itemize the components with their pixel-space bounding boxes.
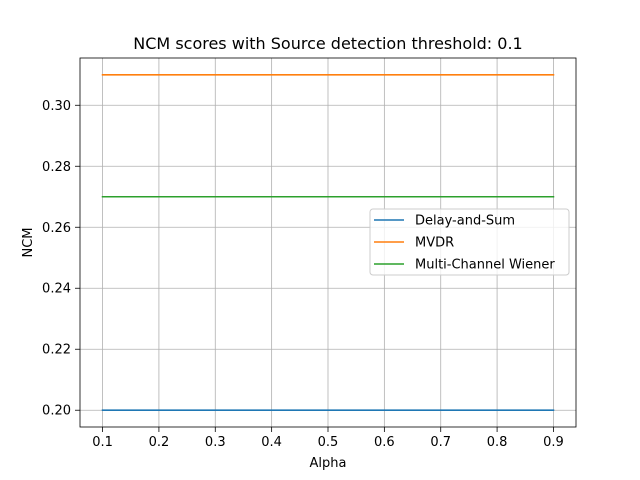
legend-label: MVDR	[415, 236, 454, 251]
legend: Delay-and-Sum MVDR Multi-Channel Wiener	[369, 208, 570, 276]
y-tick-label: 0.26	[42, 221, 71, 236]
x-tick-label: 0.8	[487, 435, 508, 450]
x-axis-ticks: 0.1 0.2 0.3 0.4 0.5 0.6 0.7 0.8 0.9	[92, 427, 564, 450]
legend-label: Delay-and-Sum	[415, 214, 515, 229]
y-tick-label: 0.30	[42, 99, 71, 114]
y-tick-label: 0.22	[42, 343, 71, 358]
x-tick-label: 0.6	[374, 435, 395, 450]
series-lines	[101, 73, 555, 412]
legend-label: Multi-Channel Wiener	[415, 258, 555, 273]
y-axis-ticks: 0.20 0.22 0.24 0.26 0.28 0.30	[42, 99, 80, 419]
x-tick-label: 0.3	[205, 435, 226, 450]
x-tick-label: 0.1	[92, 435, 113, 450]
x-tick-label: 0.5	[318, 435, 339, 450]
x-tick-label: 0.2	[149, 435, 170, 450]
legend-entries: Delay-and-Sum MVDR Multi-Channel Wiener	[374, 214, 555, 273]
x-axis-label: Alpha	[310, 456, 347, 471]
x-tick-label: 0.4	[261, 435, 282, 450]
x-tick-label: 0.7	[430, 435, 451, 450]
chart-title: NCM scores with Source detection thresho…	[133, 34, 522, 53]
y-tick-label: 0.20	[42, 404, 71, 419]
y-tick-label: 0.24	[42, 282, 71, 297]
legend-box	[369, 208, 570, 276]
x-tick-label: 0.9	[543, 435, 564, 450]
y-tick-label: 0.28	[42, 160, 71, 175]
y-axis-label: NCM	[21, 227, 36, 257]
